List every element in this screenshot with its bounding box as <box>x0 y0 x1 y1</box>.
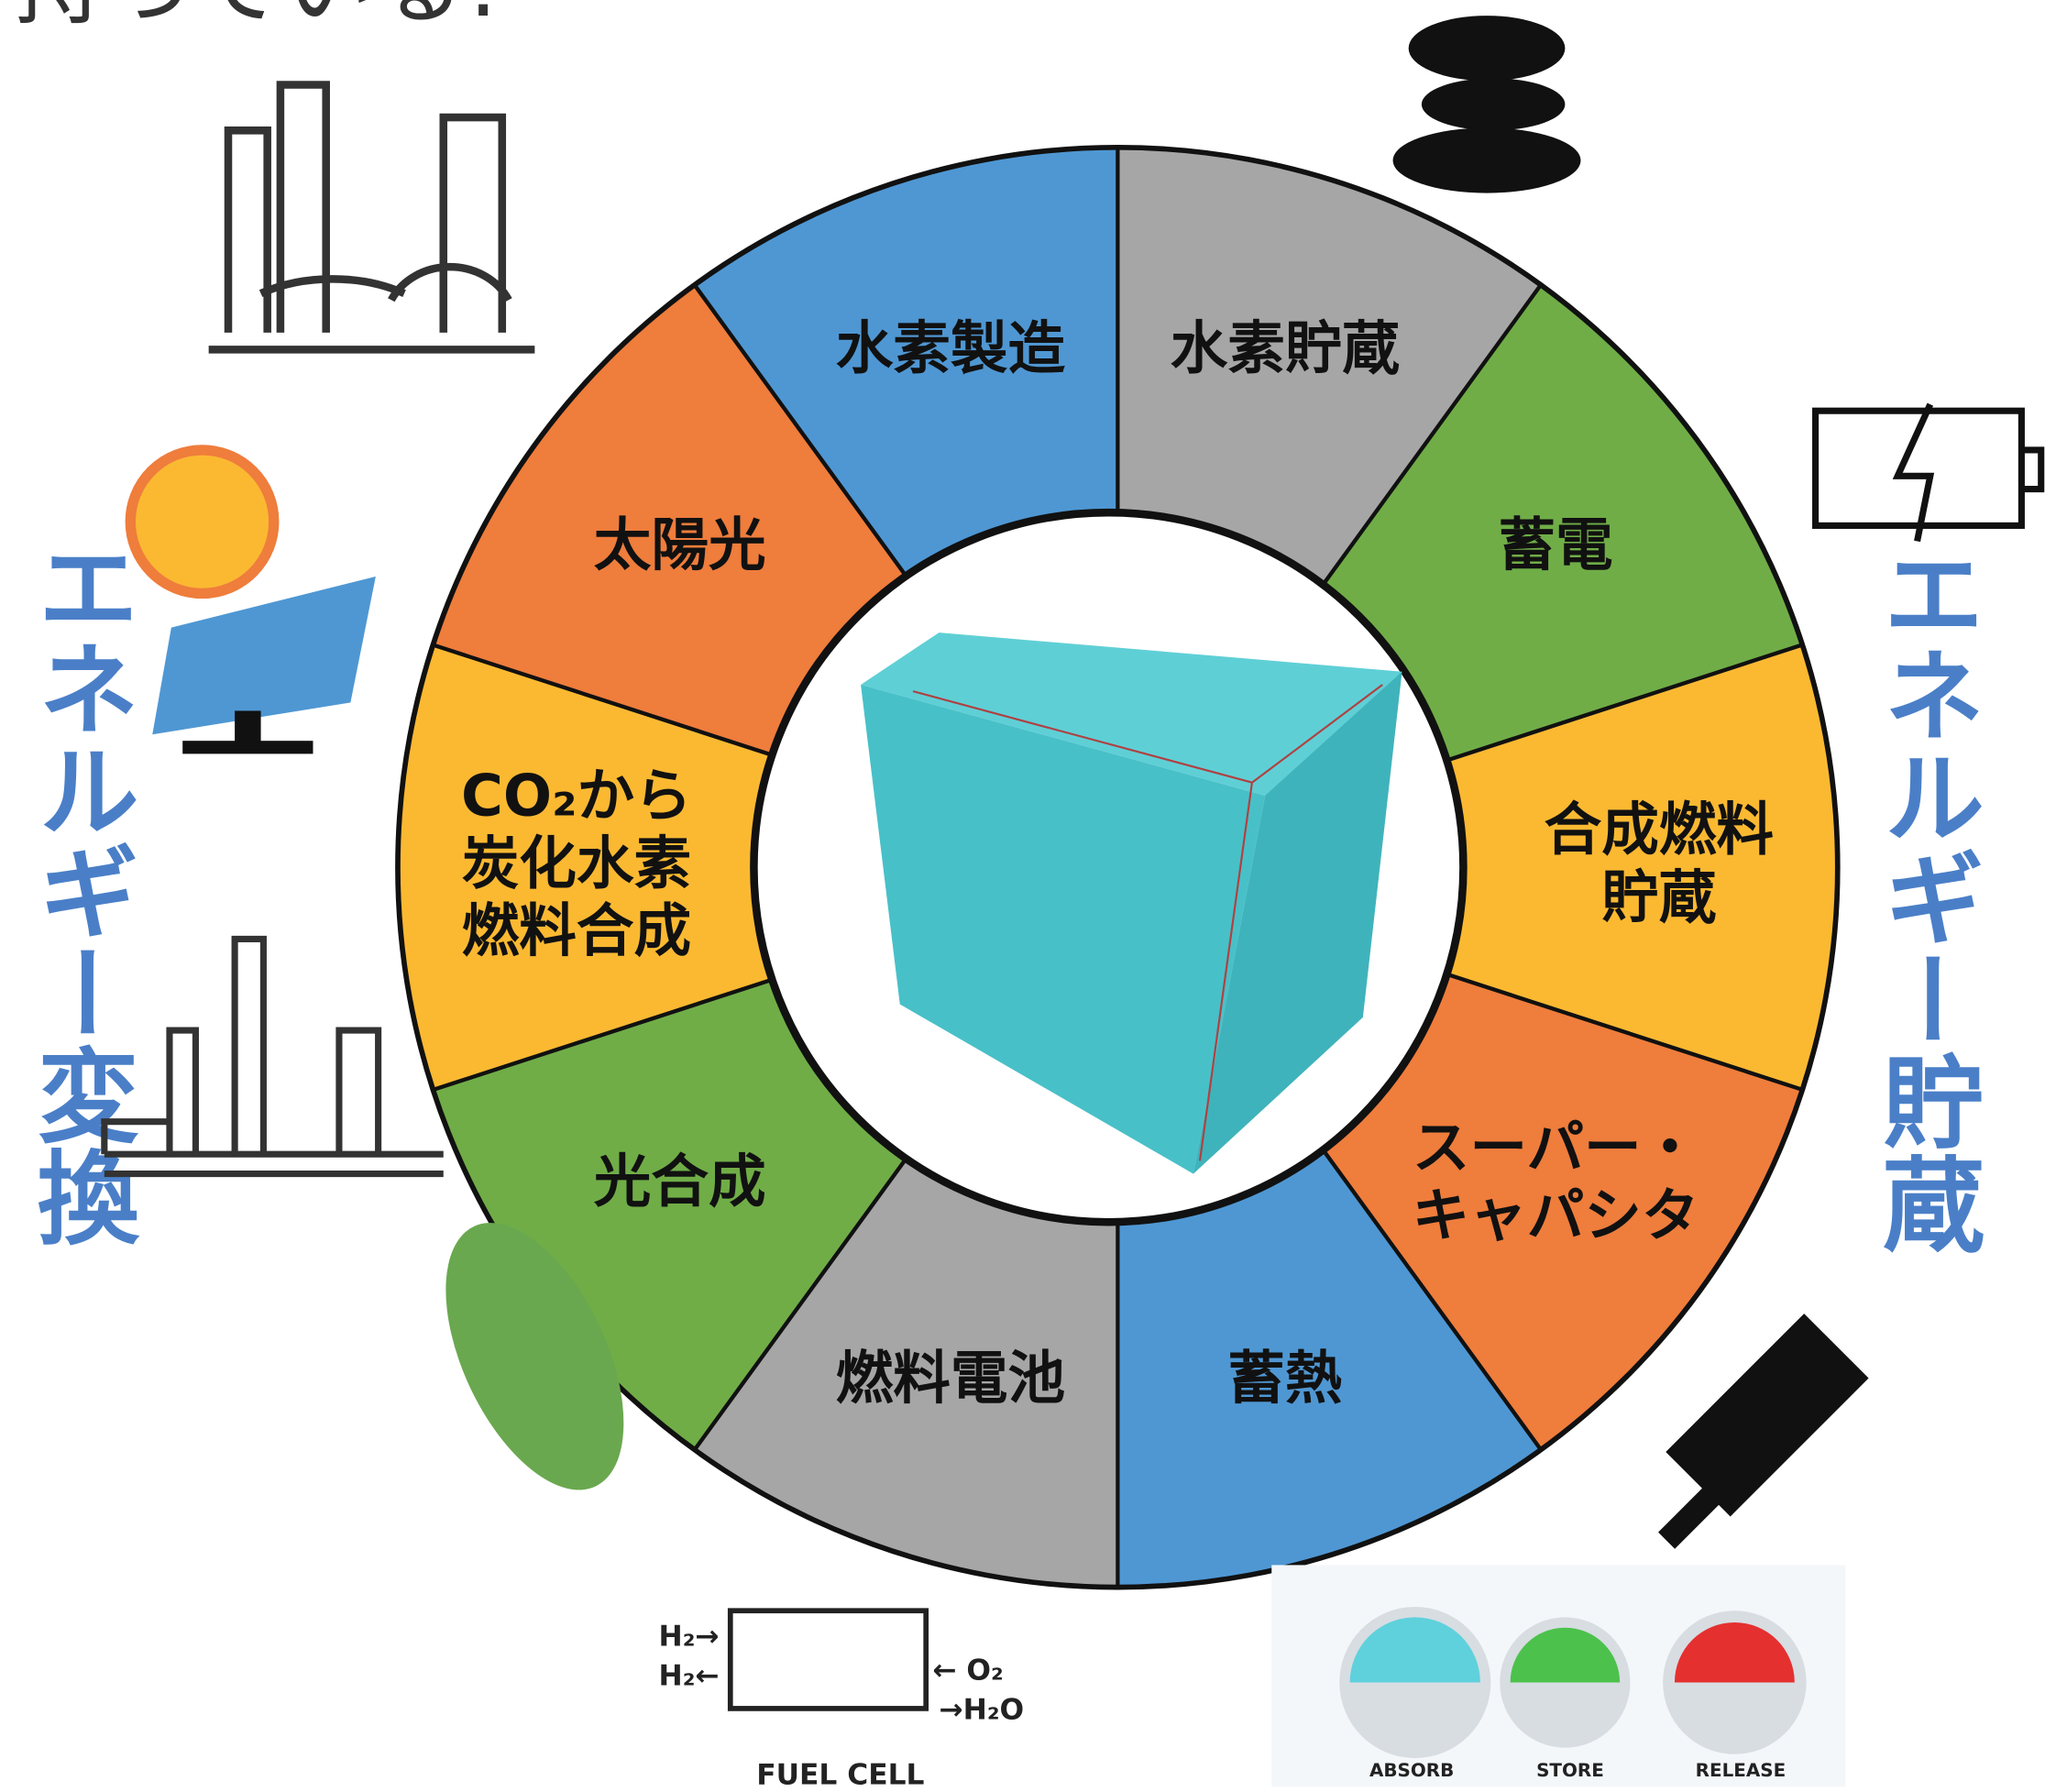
plug-icon <box>1658 1314 1869 1549</box>
segment-label: 貯蔵 <box>1601 863 1716 930</box>
cube-left <box>861 685 1266 1174</box>
segment-label: 水素貯蔵 <box>1171 315 1400 382</box>
factory-icon <box>101 935 444 1178</box>
segment-label: 太陽光 <box>594 511 766 578</box>
segment-label: CO₂から <box>461 762 692 829</box>
battery-icon <box>1812 402 2045 543</box>
cube-axes <box>912 684 1383 1161</box>
segment-label: 水素製造 <box>836 315 1066 382</box>
segment-label: キャパシタ <box>1413 1182 1699 1248</box>
fuel-cell-label: ← O₂ <box>932 1655 1003 1688</box>
left-side-label: エネルギー変換 <box>19 534 137 1247</box>
segment-label: 炭化水素 <box>462 830 691 896</box>
fuel-cell-label: H₂← <box>659 1659 720 1692</box>
heat-storage-label: RELEASE <box>1696 1760 1787 1781</box>
segment-label: スーパー・ <box>1413 1114 1699 1181</box>
heat-storage-label: ABSORB <box>1369 1760 1454 1781</box>
fuel-cell-title: FUEL CELL <box>756 1758 924 1791</box>
segment-label: 蓄電 <box>1498 511 1612 578</box>
sun-icon <box>125 445 381 754</box>
segment-label: 蓄熱 <box>1227 1345 1342 1412</box>
right-side-label: エネルギー貯蔵 <box>1864 541 1984 1253</box>
heat-storage-label: STORE <box>1536 1760 1604 1781</box>
plant-icon <box>208 81 535 354</box>
fuel-cell-label: H₂→ <box>659 1621 720 1654</box>
center-cube <box>861 632 1402 1174</box>
fuel-cell-icon: FUEL CELL H₂→ H₂← ← O₂ →H₂O <box>659 1608 1024 1791</box>
cube-top <box>861 632 1402 796</box>
outer-ring <box>395 144 1841 1590</box>
header-text: 持っている! <box>13 0 501 38</box>
segment-label: 合成燃料 <box>1545 796 1774 863</box>
leaf-icon <box>445 1223 624 1490</box>
cube-right <box>1193 671 1402 1174</box>
segment-label: 光合成 <box>594 1148 766 1215</box>
heat-storage-icon: ABSORB STORE RELEASE <box>1271 1565 1846 1787</box>
segment-label: 燃料電池 <box>836 1345 1065 1412</box>
stones-icon <box>1392 16 1581 193</box>
fuel-cell-label: →H₂O <box>939 1693 1024 1726</box>
segment-label: 燃料合成 <box>462 897 691 964</box>
